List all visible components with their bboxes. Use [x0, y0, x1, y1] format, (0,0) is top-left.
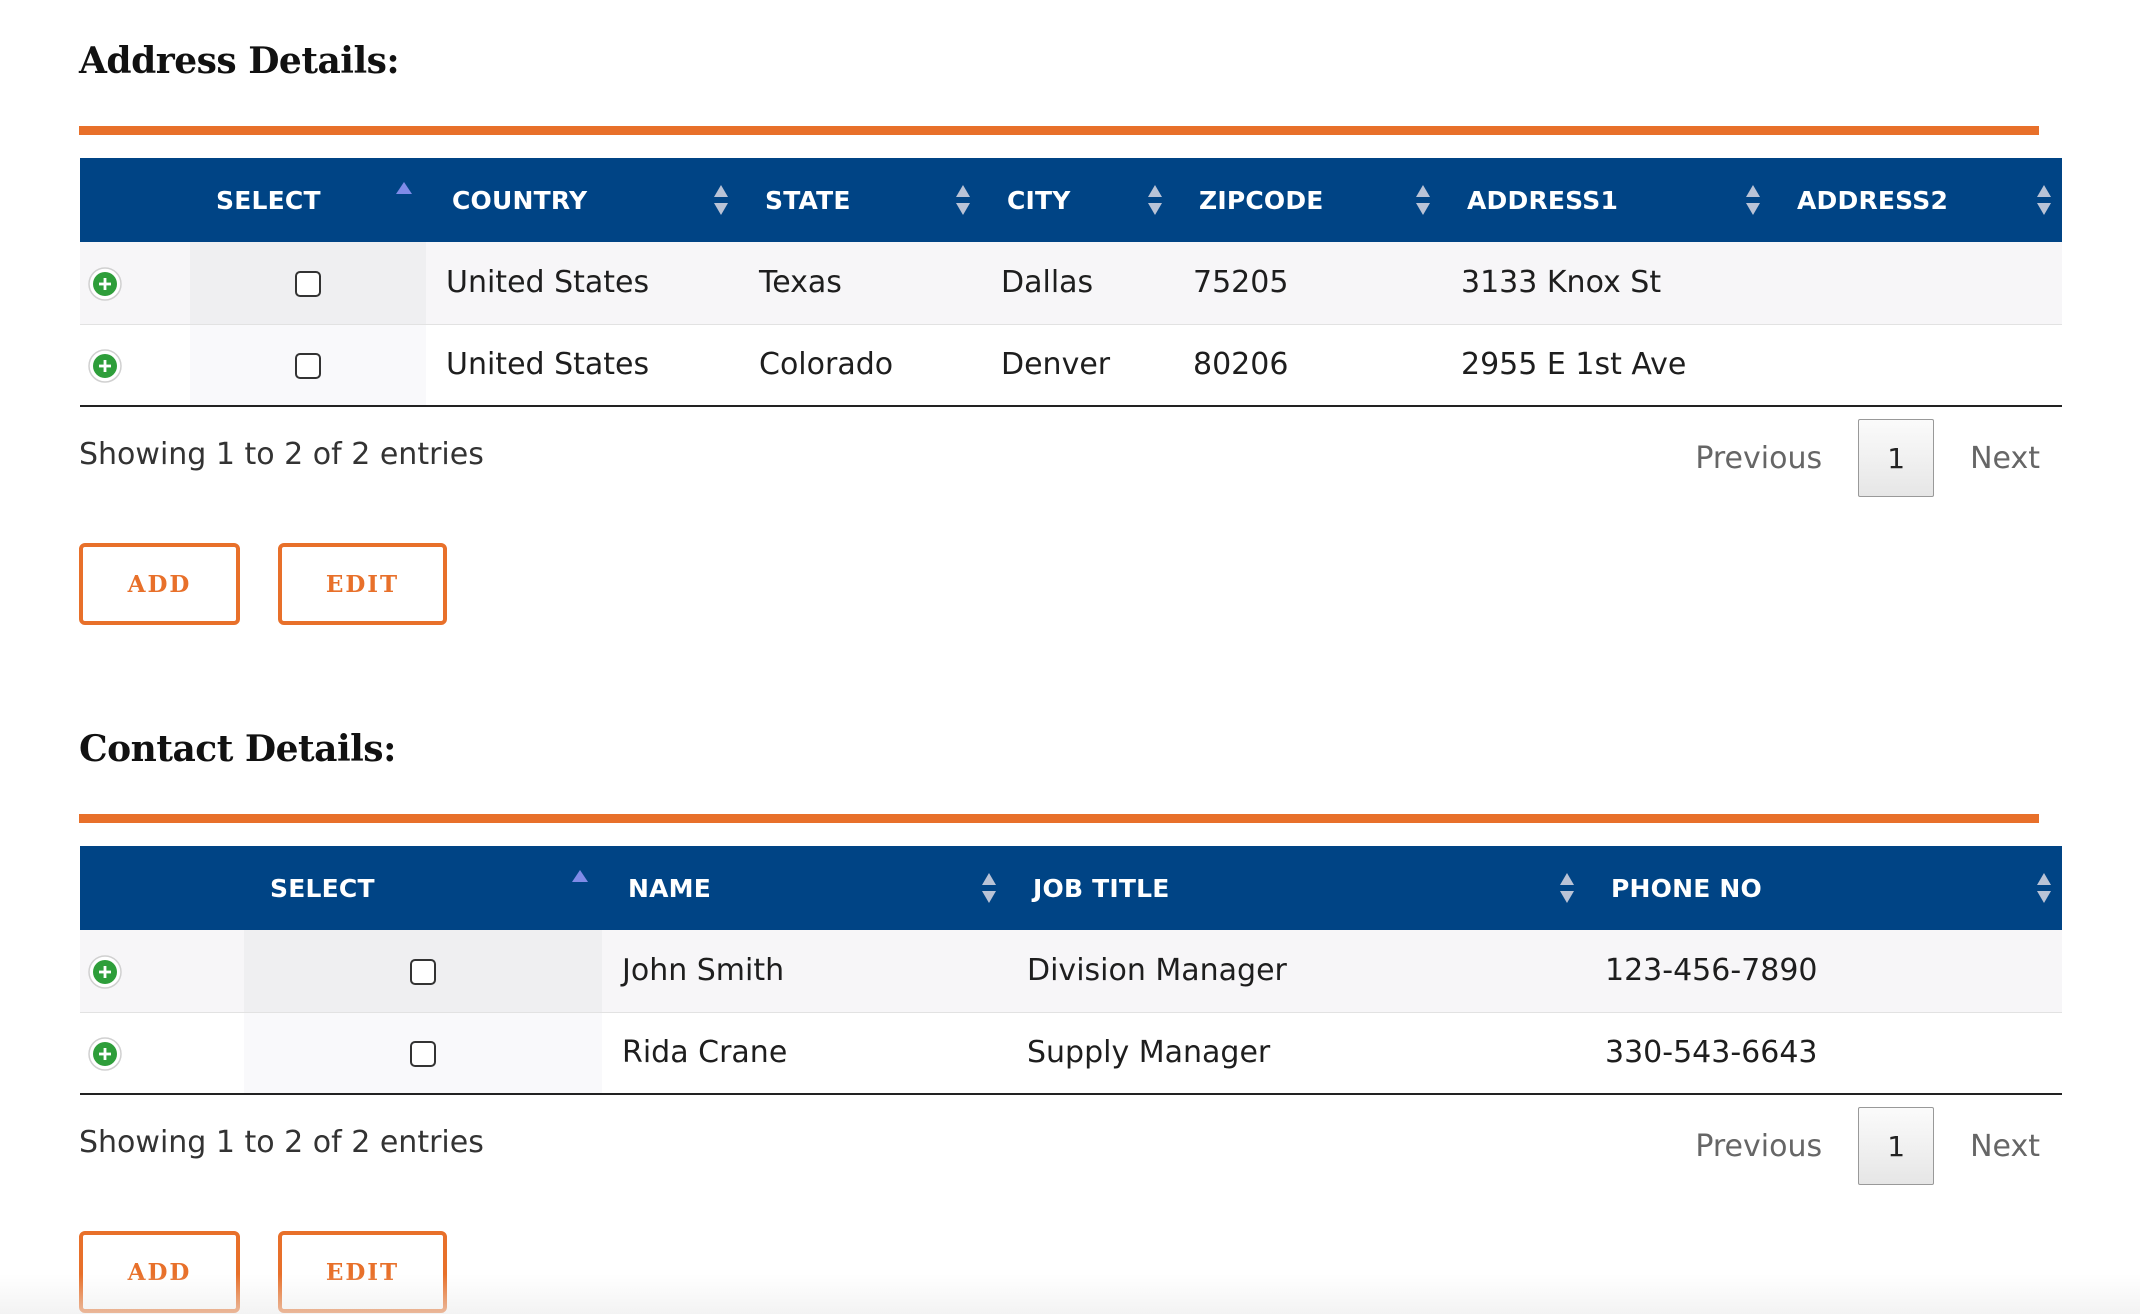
- plus-circle-icon[interactable]: [88, 266, 122, 301]
- address-pagination: Previous 1 Next: [1695, 417, 2062, 499]
- address-col-state[interactable]: STATE: [739, 158, 981, 242]
- address-edit-button[interactable]: EDIT: [278, 543, 447, 625]
- cell-address1: 2955 E 1st Ave: [1461, 347, 1687, 383]
- cell-zipcode: 75205: [1173, 242, 1441, 325]
- expand-cell: [80, 242, 190, 325]
- address-col-zipcode-label: ZIPCODE: [1199, 185, 1324, 215]
- contact-table: SELECT NAME JOB TITLE PHONE NO: [80, 846, 2062, 1095]
- cell-country: United States: [426, 242, 739, 325]
- contact-col-expand: [80, 846, 244, 930]
- address-col-address1-label: ADDRESS1: [1467, 185, 1619, 215]
- cell-address2: [1771, 242, 2062, 325]
- sort-both-icon: [714, 185, 728, 215]
- expand-cell: [80, 324, 190, 406]
- sort-asc-icon: [572, 870, 588, 882]
- address-section: Address Details: SELECT COUNTRY: [79, 0, 2062, 640]
- contact-accent-rule: [79, 814, 2039, 823]
- cell-state: Colorado: [759, 347, 894, 383]
- address-col-country-label: COUNTRY: [452, 185, 588, 215]
- sort-both-icon: [956, 185, 970, 215]
- contact-previous-link[interactable]: Previous: [1695, 1128, 1823, 1164]
- select-cell: [190, 324, 426, 406]
- address-col-address2-label: ADDRESS2: [1797, 185, 1949, 215]
- contact-page-button[interactable]: 1: [1858, 1107, 1935, 1185]
- expand-cell: [80, 1012, 244, 1094]
- contact-col-name[interactable]: NAME: [602, 846, 1007, 930]
- address-add-button[interactable]: ADD: [79, 543, 240, 625]
- sort-asc-icon: [396, 182, 412, 194]
- contact-col-name-label: NAME: [628, 873, 712, 903]
- address-table-info: Showing 1 to 2 of 2 entries: [79, 437, 484, 472]
- address-col-zipcode[interactable]: ZIPCODE: [1173, 158, 1441, 242]
- contact-table-info: Showing 1 to 2 of 2 entries: [79, 1125, 484, 1160]
- row-checkbox[interactable]: [410, 958, 436, 985]
- contact-col-select-label: SELECT: [270, 873, 375, 903]
- contact-pagination: Previous 1 Next: [1695, 1105, 2062, 1187]
- address-col-state-label: STATE: [765, 185, 851, 215]
- address-col-city[interactable]: CITY: [981, 158, 1173, 242]
- contact-next-link[interactable]: Next: [1970, 1128, 2040, 1164]
- sort-both-icon: [2037, 873, 2051, 903]
- cell-phone: 330-543-6643: [1605, 1035, 1818, 1071]
- address-header-row: SELECT COUNTRY STATE CITY: [80, 158, 2062, 242]
- contact-add-button[interactable]: ADD: [79, 1231, 240, 1313]
- address-page-button[interactable]: 1: [1858, 419, 1935, 497]
- contact-col-select[interactable]: SELECT: [244, 846, 602, 930]
- sort-both-icon: [982, 873, 996, 903]
- row-checkbox[interactable]: [295, 352, 321, 379]
- row-checkbox[interactable]: [410, 1040, 436, 1067]
- contact-col-job-title[interactable]: JOB TITLE: [1007, 846, 1585, 930]
- plus-circle-icon[interactable]: [88, 348, 122, 383]
- address-table: SELECT COUNTRY STATE CITY: [80, 158, 2062, 407]
- contact-header-row: SELECT NAME JOB TITLE PHONE NO: [80, 846, 2062, 930]
- address-col-select-label: SELECT: [216, 185, 321, 215]
- address-col-expand: [80, 158, 190, 242]
- cell-city: Denver: [1001, 347, 1111, 383]
- cell-name: Rida Crane: [622, 1035, 788, 1071]
- cell-job-title: Division Manager: [1007, 930, 1585, 1013]
- sort-both-icon: [1148, 185, 1162, 215]
- cell-job-title: Supply Manager: [1027, 1035, 1271, 1071]
- contact-col-phone[interactable]: PHONE NO: [1585, 846, 2062, 930]
- contact-section: Contact Details: SELECT NAME: [79, 688, 2062, 1314]
- expand-cell: [80, 930, 244, 1013]
- address-col-country[interactable]: COUNTRY: [426, 158, 739, 242]
- table-row: Rida Crane Supply Manager 330-543-6643: [80, 1012, 2062, 1094]
- cell-address1: 3133 Knox St: [1441, 242, 1771, 325]
- contact-edit-button[interactable]: EDIT: [278, 1231, 447, 1313]
- address-col-select[interactable]: SELECT: [190, 158, 426, 242]
- select-cell: [190, 242, 426, 325]
- address-accent-rule: [79, 126, 2039, 135]
- contact-col-phone-label: PHONE NO: [1611, 873, 1762, 903]
- sort-both-icon: [1560, 873, 1574, 903]
- address-section-title: Address Details:: [79, 40, 400, 82]
- cell-state: Texas: [739, 242, 981, 325]
- sort-both-icon: [1416, 185, 1430, 215]
- contact-section-title: Contact Details:: [79, 728, 396, 770]
- table-row: John Smith Division Manager 123-456-7890: [80, 930, 2062, 1013]
- cell-address2: [1771, 324, 2062, 406]
- cell-name: John Smith: [602, 930, 1007, 1013]
- sort-both-icon: [1746, 185, 1760, 215]
- address-col-address1[interactable]: ADDRESS1: [1441, 158, 1771, 242]
- select-cell: [244, 1012, 602, 1094]
- sort-both-icon: [2037, 185, 2051, 215]
- row-checkbox[interactable]: [295, 270, 321, 297]
- cell-phone: 123-456-7890: [1585, 930, 2062, 1013]
- address-col-address2[interactable]: ADDRESS2: [1771, 158, 2062, 242]
- select-cell: [244, 930, 602, 1013]
- contact-col-job-title-label: JOB TITLE: [1033, 873, 1170, 903]
- cell-zipcode: 80206: [1193, 347, 1289, 383]
- plus-circle-icon[interactable]: [88, 954, 122, 989]
- address-col-city-label: CITY: [1007, 185, 1071, 215]
- table-row: United States Texas Dallas 75205 3133 Kn…: [80, 242, 2062, 325]
- cell-city: Dallas: [981, 242, 1173, 325]
- plus-circle-icon[interactable]: [88, 1036, 122, 1071]
- address-previous-link[interactable]: Previous: [1695, 440, 1823, 476]
- address-next-link[interactable]: Next: [1970, 440, 2040, 476]
- table-row: United States Colorado Denver 80206 2955…: [80, 324, 2062, 406]
- cell-country: United States: [446, 347, 650, 383]
